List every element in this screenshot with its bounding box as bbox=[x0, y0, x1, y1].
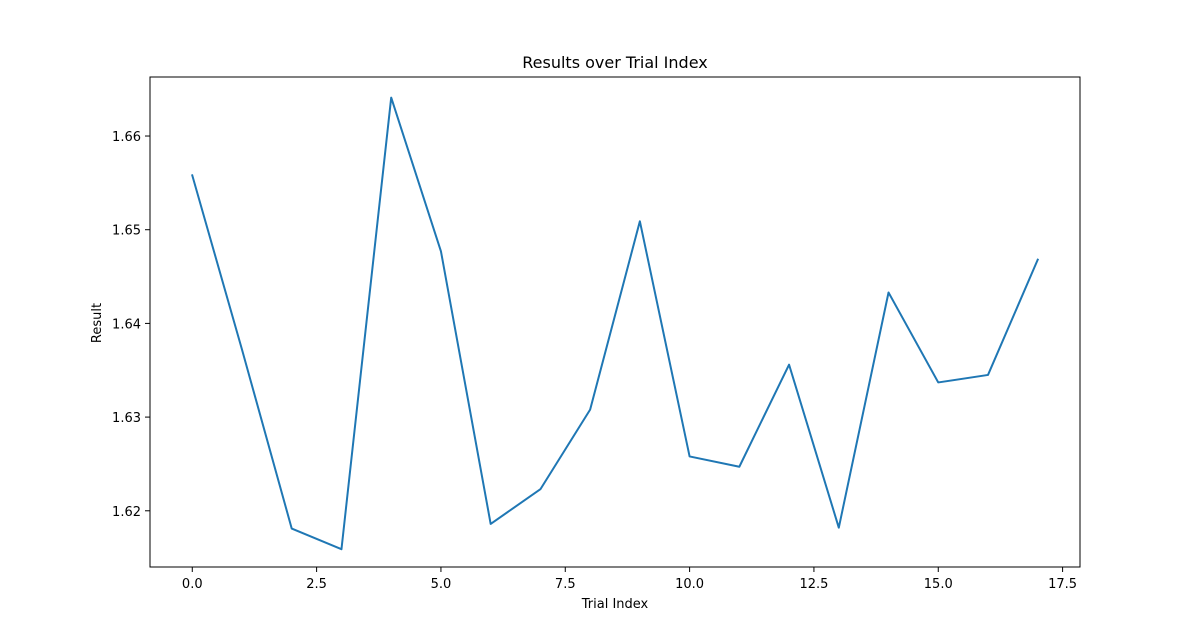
x-tick-label: 7.5 bbox=[555, 577, 576, 592]
x-tick-label: 5.0 bbox=[431, 577, 452, 592]
y-tick-label: 1.63 bbox=[112, 411, 141, 426]
plot-area: 0.0 2.5 5.0 7.5 10.0 12.5 15.0 17.5 1.62 1.63 1.64… bbox=[112, 76, 1081, 592]
chart-title: Results over Trial Index bbox=[522, 53, 707, 72]
x-tick-label: 12.5 bbox=[799, 577, 828, 592]
y-tick-label: 1.64 bbox=[112, 317, 141, 332]
x-tick-label: 15.0 bbox=[924, 577, 953, 592]
y-axis-title: Result bbox=[90, 303, 105, 343]
y-tick-label: 1.62 bbox=[112, 505, 141, 520]
plot-frame bbox=[149, 76, 1081, 568]
y-tick-label: 1.65 bbox=[112, 224, 141, 239]
x-tick-label: 2.5 bbox=[306, 577, 327, 592]
x-tick-label: 10.0 bbox=[675, 577, 704, 592]
y-tick-label: 1.66 bbox=[112, 130, 141, 145]
series-line-0 bbox=[191, 96, 1040, 551]
x-tick-label: 17.5 bbox=[1048, 577, 1077, 592]
x-axis-title: Trial Index bbox=[581, 597, 649, 612]
x-tick-label: 0.0 bbox=[182, 577, 203, 592]
